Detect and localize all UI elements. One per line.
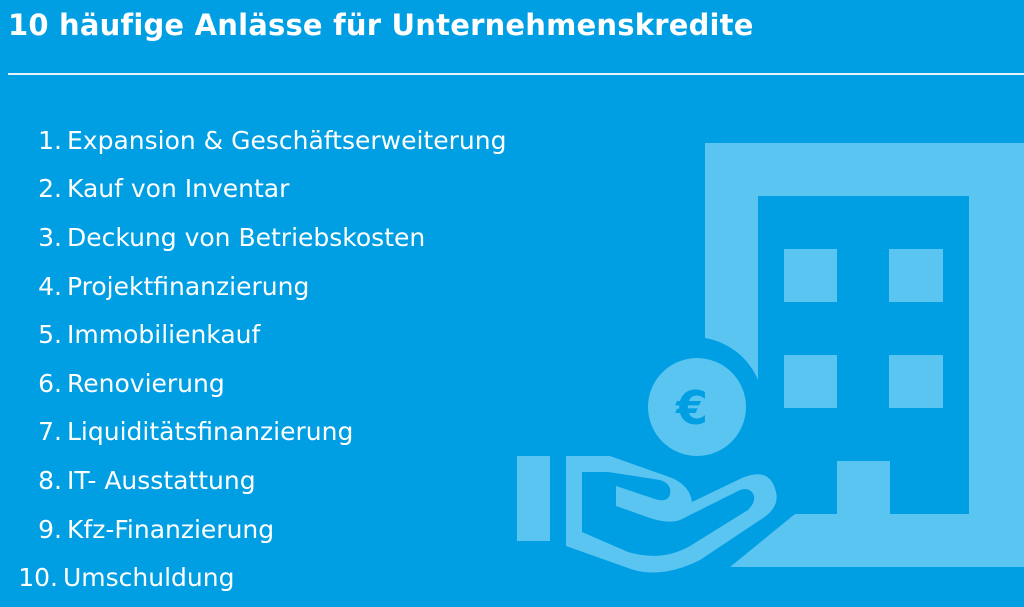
- item-number: 10.: [18, 563, 58, 593]
- item-label: Deckung von Betriebskosten: [67, 222, 426, 252]
- item-number: 2.: [38, 174, 62, 204]
- item-label: Immobilienkauf: [67, 320, 261, 350]
- item-label: Renovierung: [67, 368, 225, 398]
- list-item: 1. Expansion & Geschäftserweiterung: [0, 116, 506, 165]
- list-item: 2. Kauf von Inventar: [0, 165, 506, 214]
- list-item: 4. Projektfinanzierung: [0, 262, 506, 311]
- item-number: 4.: [38, 271, 62, 301]
- euro-symbol: €: [675, 381, 708, 435]
- item-label: Kfz-Finanzierung: [67, 514, 275, 544]
- item-label: Kauf von Inventar: [67, 174, 290, 204]
- window-icon: [784, 355, 837, 408]
- item-label: Projektfinanzierung: [67, 271, 310, 301]
- item-number: 7.: [38, 417, 62, 447]
- window-icon: [784, 249, 837, 302]
- list-item: 8. IT- Ausstattung: [0, 456, 506, 505]
- reasons-list: 1. Expansion & Geschäftserweiterung 2. Kau…: [0, 116, 506, 602]
- item-number: 6.: [38, 368, 62, 398]
- item-number: 8.: [38, 465, 62, 495]
- list-item: 3. Deckung von Betriebskosten: [0, 213, 506, 262]
- list-item: 10. Umschuldung: [0, 553, 506, 602]
- item-number: 9.: [38, 514, 62, 544]
- list-item: 7. Liquiditätsfinanzierung: [0, 408, 506, 457]
- hand-icon: [566, 456, 777, 573]
- window-icon: [889, 355, 943, 408]
- window-icon: [889, 249, 943, 302]
- item-label: Umschuldung: [63, 563, 235, 593]
- page-title: 10 häufige Anlässe für Unternehmenskredi…: [8, 8, 754, 42]
- item-number: 3.: [38, 222, 62, 252]
- item-number: 5.: [38, 320, 62, 350]
- building-icon: [705, 143, 1024, 567]
- item-label: Expansion & Geschäftserweiterung: [67, 125, 507, 155]
- coin-icon: [648, 358, 746, 456]
- item-label: Liquiditätsfinanzierung: [67, 417, 354, 447]
- list-item: 6. Renovierung: [0, 359, 506, 408]
- list-item: 5. Immobilienkauf: [0, 310, 506, 359]
- hand-cuff-icon: [517, 456, 550, 541]
- divider: [8, 73, 1024, 75]
- list-item: 9. Kfz-Finanzierung: [0, 505, 506, 554]
- item-number: 1.: [38, 125, 62, 155]
- item-label: IT- Ausstattung: [67, 465, 256, 495]
